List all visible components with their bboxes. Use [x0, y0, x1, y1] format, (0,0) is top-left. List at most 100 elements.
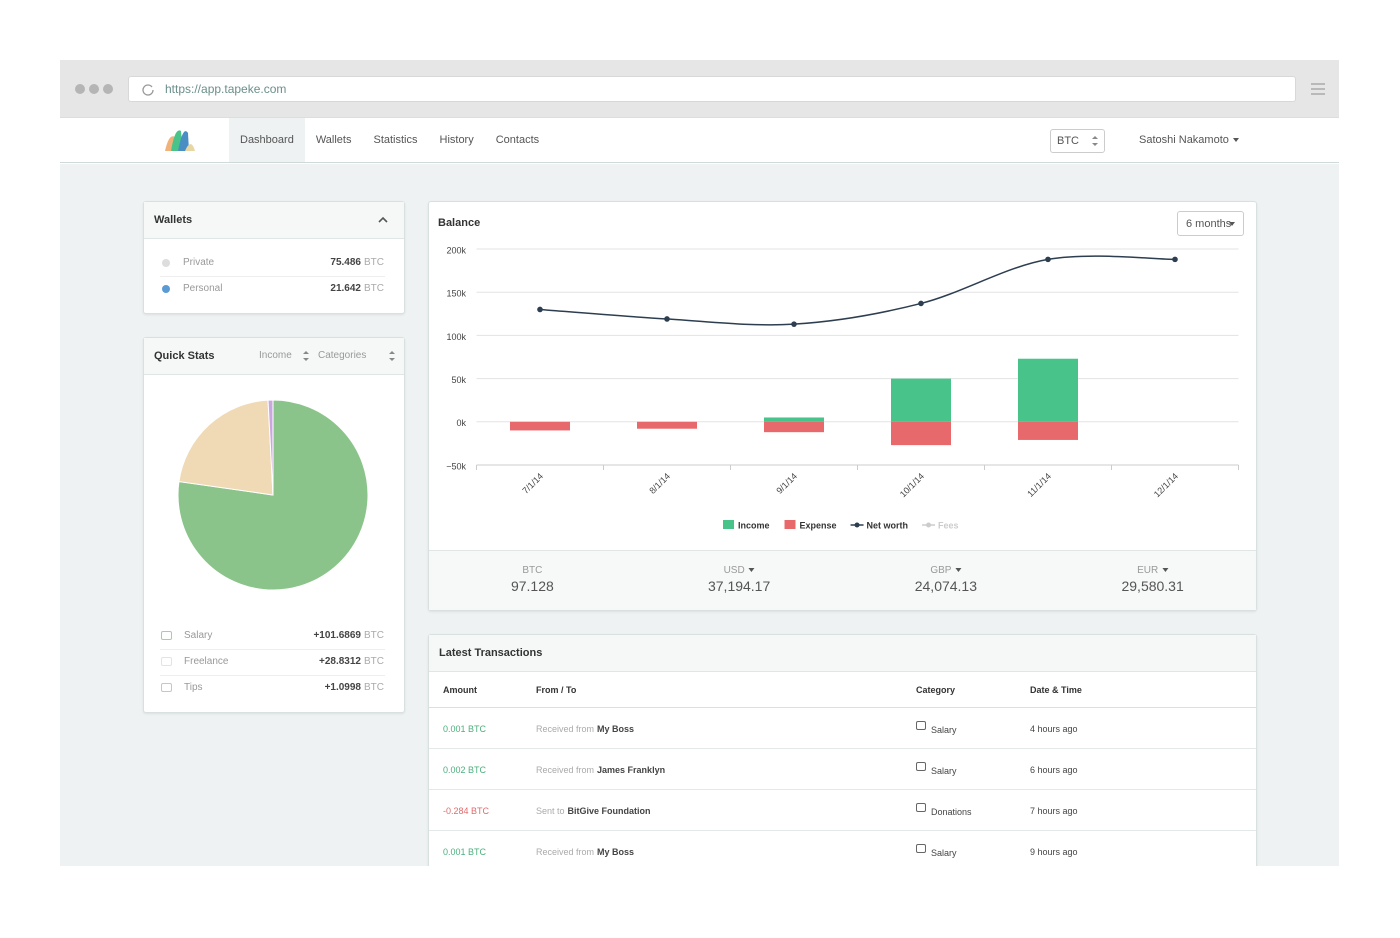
total-value: 37,194.17	[707, 578, 771, 594]
party[interactable]: James Franklyn	[597, 765, 666, 775]
category: Donations	[931, 807, 972, 817]
column-header: Date & Time	[1030, 685, 1082, 695]
legend-icon	[161, 683, 172, 692]
nav-menu: Dashboard Wallets Statistics History Contact…	[229, 118, 550, 162]
legend-swatch	[784, 520, 796, 529]
filter-select[interactable]: Income	[259, 350, 292, 361]
range: 6 months	[1186, 218, 1232, 230]
table-row	[429, 790, 1256, 831]
menu-icon[interactable]	[1310, 82, 1326, 96]
row-divider	[160, 649, 385, 650]
currency-select[interactable]: BTC	[1050, 129, 1105, 153]
bar	[1018, 358, 1078, 422]
value: +28.8312	[319, 656, 361, 667]
party[interactable]: My Boss	[597, 847, 635, 857]
nav-item[interactable]: Dashboard	[229, 118, 305, 162]
bar	[764, 417, 824, 422]
date-time: 9 hours ago	[1030, 847, 1078, 857]
bar	[510, 421, 570, 431]
amount: 0.002 BTC	[443, 765, 487, 775]
amount: 75.486	[330, 257, 361, 268]
column-header: From / To	[536, 685, 577, 695]
wallet-dot	[162, 285, 170, 293]
from-to: Received from James Franklyn	[536, 763, 665, 777]
direction: Received from	[536, 765, 595, 775]
x-tick-label: 11/1/14	[1025, 471, 1053, 499]
pie-chart	[177, 399, 369, 591]
currency: BTC	[522, 565, 543, 576]
filter-arrows	[389, 351, 395, 361]
legend-label: Freelance	[184, 656, 229, 667]
bar	[891, 378, 951, 422]
dropdown-caret	[748, 568, 755, 573]
page-bottom	[0, 866, 1400, 938]
amount: -0.284 BTC	[443, 806, 490, 816]
bar	[764, 421, 824, 433]
category-icon	[916, 803, 926, 812]
line	[539, 255, 1176, 326]
legend-swatch	[926, 522, 932, 528]
pie-slice	[267, 399, 274, 496]
legend-label[interactable]: Income	[738, 520, 770, 530]
legend-label: Tips	[184, 682, 203, 693]
legend-swatch	[723, 520, 734, 529]
point	[537, 306, 543, 313]
legend-label[interactable]: Net worth	[867, 520, 909, 530]
total-label: EUR	[1137, 564, 1169, 578]
point	[1045, 256, 1051, 263]
dropdown-caret	[1162, 568, 1169, 573]
table-row	[429, 708, 1256, 749]
y-tick-label: 100k	[446, 332, 466, 342]
user-name: Satoshi Nakamoto	[1139, 134, 1229, 146]
value: +101.6869	[313, 630, 361, 641]
unit: BTC	[364, 257, 384, 268]
collapse-icon[interactable]	[378, 216, 388, 224]
amount: 0.001 BTC	[443, 847, 487, 857]
total-value: 24,074.13	[914, 578, 978, 594]
nav-item[interactable]: History	[439, 134, 474, 146]
nav-item[interactable]: Wallets	[315, 134, 352, 146]
legend-label[interactable]: Fees	[938, 520, 959, 530]
wallets-panel: Wallets	[143, 201, 405, 314]
from-to: Sent to BitGive Foundation	[536, 804, 651, 818]
user-menu[interactable]: Satoshi Nakamoto	[1139, 133, 1239, 147]
filter-select[interactable]: Categories	[318, 350, 367, 361]
category: Salary	[931, 725, 957, 735]
bar	[637, 421, 697, 429]
table-row	[429, 831, 1256, 872]
url-bar[interactable]	[128, 76, 1296, 102]
range-select[interactable]: 6 months	[1177, 211, 1244, 236]
nav-item[interactable]: Statistics	[373, 134, 418, 146]
legend-label: Salary	[184, 630, 213, 641]
from-to: Received from My Boss	[536, 845, 634, 859]
x-tick-label: 9/1/14	[774, 471, 799, 496]
pie-slice	[178, 399, 274, 496]
unit: BTC	[364, 283, 384, 294]
nav-item[interactable]: Contacts	[495, 134, 540, 146]
logo[interactable]	[163, 127, 197, 151]
table-row	[429, 749, 1256, 790]
y-tick-label: 0k	[456, 418, 466, 428]
direction: Received from	[536, 724, 595, 734]
wallet-amount: 75.486 BTC	[330, 256, 384, 270]
legend-label[interactable]: Expense	[800, 520, 837, 530]
x-tick-label: 8/1/14	[647, 471, 672, 496]
party[interactable]: BitGive Foundation	[567, 806, 651, 816]
totals-strip	[429, 550, 1256, 610]
direction: Sent to	[536, 806, 565, 816]
panel-title: Wallets	[154, 214, 193, 226]
reload-icon[interactable]	[141, 82, 155, 96]
wallet-name: Private	[183, 257, 215, 268]
y-tick-label: 150k	[446, 289, 466, 299]
from-to: Received from My Boss	[536, 722, 634, 736]
legend-swatch	[854, 522, 860, 528]
legend-value: +101.6869 BTC	[313, 629, 384, 643]
currency: BTC	[1057, 135, 1079, 147]
party[interactable]: My Boss	[597, 724, 635, 734]
panel-title: Latest Transactions	[439, 647, 543, 659]
url: https://app.tapeke.com	[165, 82, 287, 96]
amount: 0.001 BTC	[443, 724, 487, 734]
panel-title: Quick Stats	[154, 350, 215, 362]
window-controls[interactable]	[70, 80, 120, 98]
